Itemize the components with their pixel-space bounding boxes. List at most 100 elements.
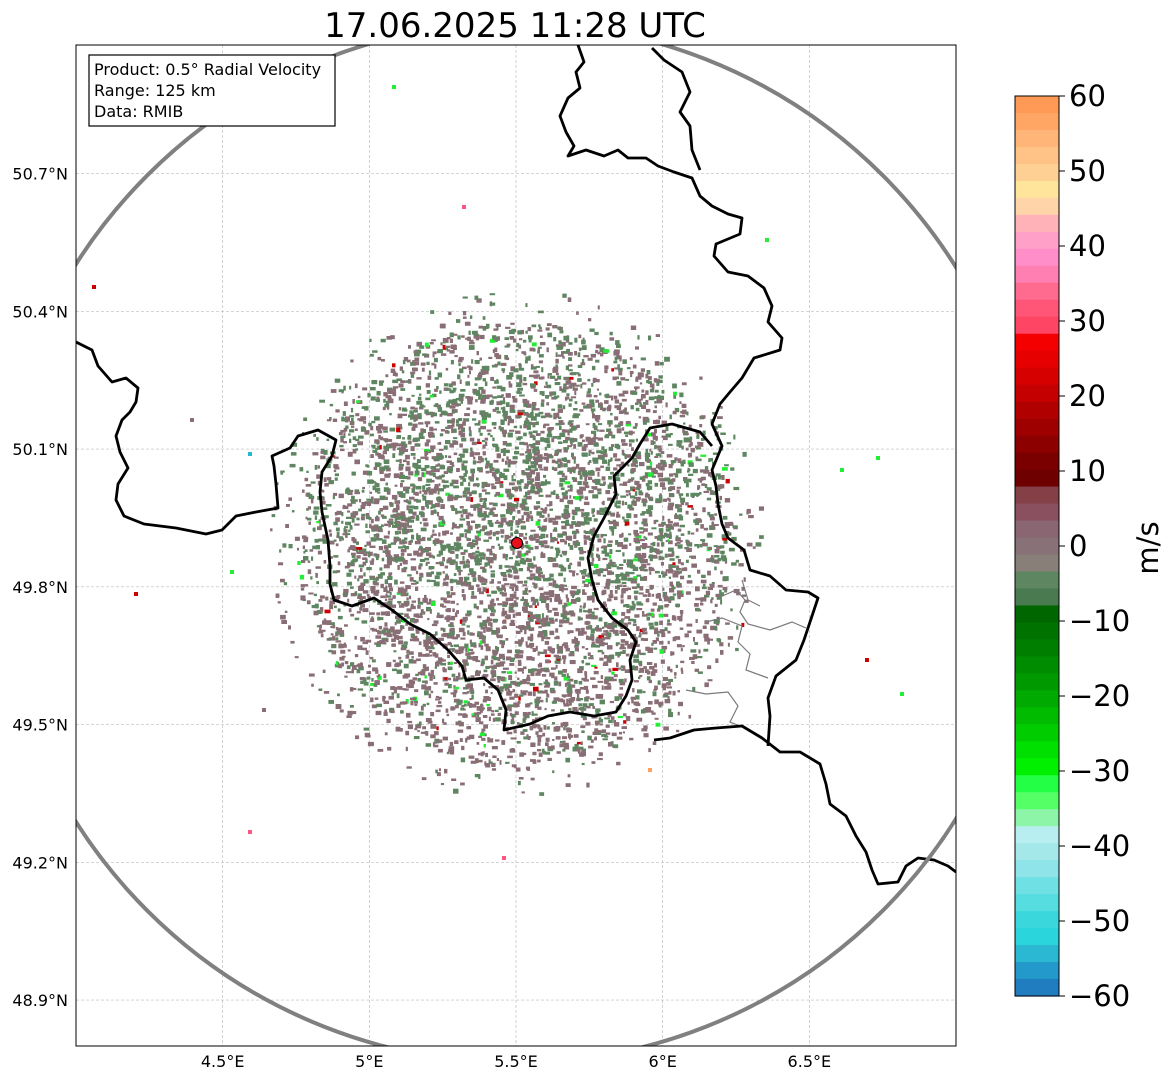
echo-cell — [612, 629, 619, 634]
echo-cell — [397, 686, 403, 690]
echo-cell — [368, 393, 371, 397]
echo-cell — [538, 526, 542, 531]
echo-cell — [509, 748, 516, 753]
echo-cell — [603, 538, 606, 544]
echo-cell — [353, 558, 357, 563]
echo-cell — [528, 668, 532, 674]
echo-cell — [566, 698, 569, 704]
echo-cell — [622, 650, 626, 654]
echo-cell — [364, 430, 370, 435]
echo-cell — [534, 545, 539, 550]
echo-cell — [328, 649, 333, 653]
echo-cell — [508, 706, 512, 712]
echo-cell — [602, 626, 605, 629]
echo-cell — [449, 338, 453, 343]
echo-cell — [644, 452, 651, 457]
echo-cell — [378, 625, 383, 630]
echo-cell — [592, 570, 599, 575]
echo-cell — [604, 506, 608, 510]
echo-cell — [535, 374, 540, 377]
echo-cell — [627, 595, 632, 600]
echo-cell — [499, 471, 503, 477]
echo-cell — [496, 519, 499, 523]
echo-cell — [310, 498, 314, 504]
echo-cell — [355, 448, 358, 451]
echo-cell — [358, 508, 362, 512]
echo-cell — [598, 717, 602, 721]
echo-cell — [540, 507, 544, 511]
echo-cell — [620, 594, 624, 599]
echo-cell — [536, 577, 542, 581]
echo-cell — [667, 630, 671, 634]
echo-cell — [404, 528, 410, 533]
echo-cell — [668, 540, 673, 545]
echo-cell — [592, 706, 595, 709]
echo-cell — [561, 351, 564, 356]
echo-cell — [523, 580, 528, 584]
echo-cell — [547, 455, 554, 459]
echo-cell — [553, 697, 560, 701]
echo-cell — [386, 445, 393, 449]
echo-cell — [547, 513, 550, 518]
echo-cell — [493, 664, 497, 669]
echo-cell — [577, 590, 580, 595]
echo-cell — [577, 490, 584, 495]
echo-cell — [360, 586, 364, 591]
echo-cell — [687, 574, 691, 578]
echo-cell — [551, 391, 557, 396]
echo-cell — [467, 336, 471, 342]
echo-cell — [500, 503, 506, 507]
echo-cell — [588, 703, 594, 706]
echo-cell — [674, 457, 678, 461]
echo-cell — [385, 638, 389, 643]
echo-cell — [333, 456, 339, 459]
echo-cell — [700, 539, 706, 542]
echo-cell — [619, 357, 622, 362]
echo-cell — [521, 553, 526, 557]
echo-cell — [358, 575, 363, 579]
echo-cell — [535, 485, 541, 490]
echo-cell — [613, 596, 618, 601]
echo-cell — [428, 598, 432, 603]
echo-cell — [585, 436, 591, 442]
echo-cell — [651, 712, 656, 715]
echo-cell — [338, 432, 343, 436]
echo-cell — [386, 720, 390, 723]
echo-cell — [483, 628, 486, 633]
echo-cell — [562, 669, 567, 673]
echo-cell — [537, 449, 540, 455]
echo-cell — [521, 596, 524, 600]
echo-cell — [507, 522, 513, 527]
echo-cell — [357, 418, 363, 421]
echo-cell — [319, 595, 325, 599]
echo-cell — [396, 423, 402, 428]
echo-cell — [540, 481, 545, 486]
echo-cell — [607, 564, 611, 569]
echo-cell — [657, 448, 663, 451]
echo-cell — [369, 387, 376, 391]
echo-cell — [440, 627, 444, 631]
echo-cell — [657, 472, 664, 478]
echo-cell — [530, 633, 534, 639]
echo-cell — [715, 658, 719, 663]
echo-cell — [401, 688, 407, 691]
echo-cell — [699, 376, 703, 380]
echo-cell — [306, 600, 311, 605]
echo-cell — [524, 506, 530, 511]
echo-cell — [484, 441, 488, 447]
echo-cell — [621, 612, 626, 616]
echo-cell — [651, 475, 656, 478]
echo-cell — [573, 408, 578, 411]
echo-cell — [581, 382, 587, 385]
echo-cell — [376, 534, 380, 539]
echo-cell — [685, 591, 691, 595]
echo-cell — [720, 406, 723, 409]
echo-cell — [600, 533, 604, 538]
echo-cell — [485, 492, 491, 495]
echo-cell — [583, 540, 587, 545]
echo-cell — [402, 459, 407, 463]
echo-cell — [634, 521, 638, 525]
echo-cell — [677, 559, 681, 564]
echo-cell — [510, 583, 516, 586]
echo-cell — [432, 435, 435, 438]
